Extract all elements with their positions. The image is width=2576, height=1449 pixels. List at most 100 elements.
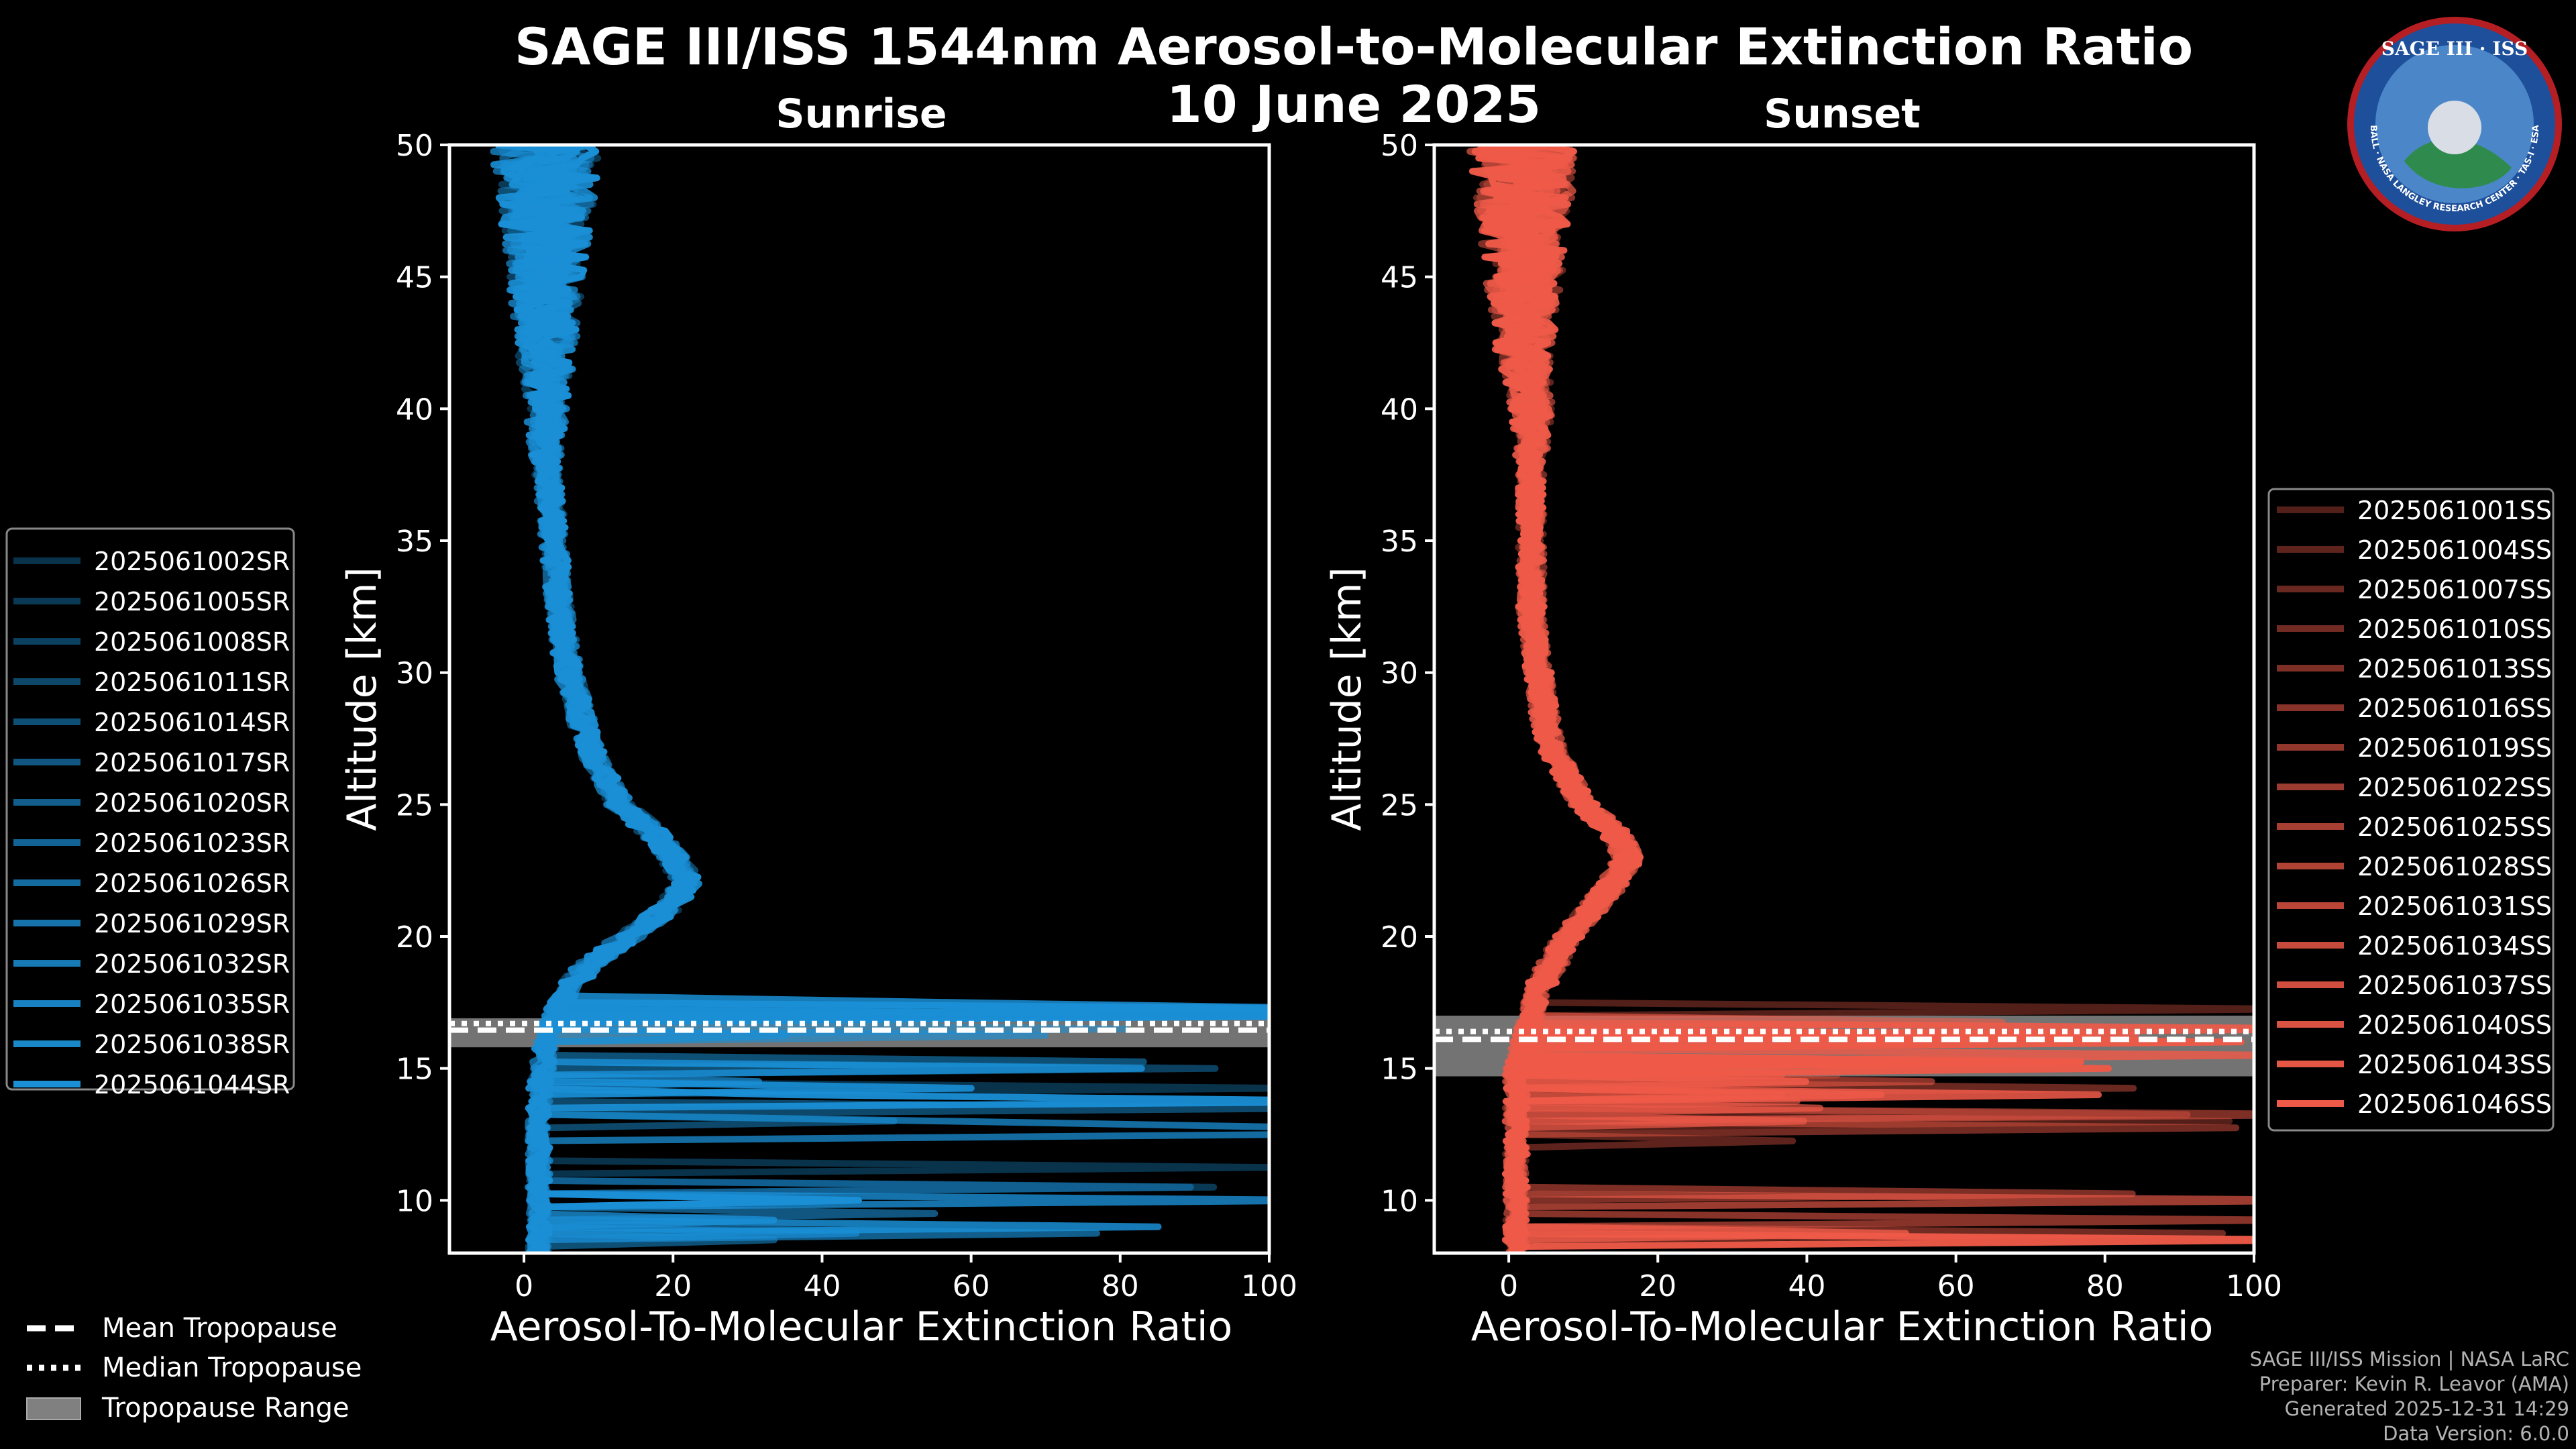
sunset-panel-title: Sunset — [1764, 91, 1921, 138]
footer-preparer: Preparer: Kevin R. Leavor (AMA) — [2259, 1373, 2569, 1395]
sunset-series-lines — [1466, 145, 2254, 1253]
sunrise-x-tick-label: 60 — [953, 1269, 990, 1303]
legend-label-2025061032SR: 2025061032SR — [94, 949, 290, 979]
series-line-2025061046SS — [1483, 145, 2084, 1253]
sunset-plot-frame — [1432, 143, 2256, 1255]
tropopause-legend: Mean Tropopause Median Tropopause Tropop… — [26, 1313, 362, 1424]
sunset-legend: 2025061001SS 2025061004SS 2025061007SS 2025… — [2267, 488, 2555, 1132]
sunrise-x-axis-label: Aerosol-To-Molecular Extinction Ratio — [490, 1303, 1233, 1350]
legend-label-2025061031SS: 2025061031SS — [2357, 892, 2552, 921]
sunrise-panel-title: Sunrise — [775, 91, 947, 138]
sunset-y-tick-label: 35 — [1381, 525, 1418, 559]
sunrise-x-tick-label: 100 — [1241, 1269, 1297, 1303]
legend-label-2025061008SR: 2025061008SR — [94, 627, 290, 657]
sunrise-legend-entries: 2025061002SR 2025061005SR 2025061008SR 2025… — [13, 547, 290, 1099]
sunrise-y-tick-label: 40 — [396, 392, 433, 427]
legend-label-2025061002SR: 2025061002SR — [94, 547, 290, 576]
sunrise-tropopause-lines — [449, 1020, 1269, 1033]
legend-label-2025061025SS: 2025061025SS — [2357, 812, 2552, 842]
sunrise-y-ticks: 10 15 20 25 30 35 40 45 50 — [396, 129, 449, 1218]
sunset-x-tick-label: 100 — [2226, 1269, 2282, 1303]
legend-label-2025061034SS: 2025061034SS — [2357, 931, 2552, 961]
sunset-tropopause-lines — [1434, 1028, 2254, 1042]
sunset-y-axis-label: Altitude [km] — [1324, 567, 1371, 831]
legend-label-2025061005SR: 2025061005SR — [94, 587, 290, 616]
legend-label-2025061004SS: 2025061004SS — [2357, 535, 2552, 565]
sunset-x-axis-label: Aerosol-To-Molecular Extinction Ratio — [1471, 1303, 2214, 1350]
legend-label-2025061016SS: 2025061016SS — [2357, 694, 2552, 723]
legend-label-2025061040SS: 2025061040SS — [2357, 1010, 2552, 1040]
legend-label-2025061010SS: 2025061010SS — [2357, 614, 2552, 644]
legend-tropopause-range-swatch — [26, 1397, 81, 1420]
sunrise-y-tick-label: 25 — [396, 788, 433, 822]
sunset-x-tick-label: 0 — [1499, 1269, 1518, 1303]
legend-tropopause-range-label: Tropopause Range — [101, 1393, 350, 1424]
legend-label-2025061037SS: 2025061037SS — [2357, 971, 2552, 1000]
series-line-2025061044SR — [498, 145, 1269, 1253]
legend-label-2025061026SR: 2025061026SR — [94, 869, 290, 898]
legend-label-2025061020SR: 2025061020SR — [94, 788, 290, 818]
legend-label-2025061023SR: 2025061023SR — [94, 828, 290, 858]
sunset-panel: Sunset 0 20 40 60 80 100 10 15 20 25 30 35 40 45 50 A… — [1324, 91, 2282, 1350]
sunrise-y-tick-label: 30 — [396, 657, 433, 691]
sunset-y-tick-label: 10 — [1381, 1184, 1418, 1218]
sunrise-panel: Sunrise 0 20 40 60 80 100 101520253035404550 … — [339, 91, 1297, 1350]
sunset-legend-box — [2267, 488, 2555, 1132]
sunset-y-tick-label: 25 — [1381, 788, 1418, 822]
legend-label-2025061007SS: 2025061007SS — [2357, 575, 2552, 604]
sunset-x-tick-label: 60 — [1937, 1269, 1975, 1303]
sunset-y-tick-label: 30 — [1381, 657, 1418, 691]
legend-label-2025061019SS: 2025061019SS — [2357, 733, 2552, 763]
sunrise-y-axis-label: Altitude [km] — [339, 567, 386, 831]
sunrise-y-tick-label: 15 — [396, 1053, 433, 1087]
legend-label-2025061029SR: 2025061029SR — [94, 909, 290, 938]
legend-label-2025061011SR: 2025061011SR — [94, 667, 290, 697]
sunrise-y-tick-label: 35 — [396, 525, 433, 559]
sage-iii-iss-logo: SAGE III · ISS BALL · NASA LANGLEY RESEA… — [2347, 17, 2562, 231]
sunset-x-tick-label: 20 — [1639, 1269, 1676, 1303]
sunrise-legend-box — [5, 527, 295, 1091]
sunrise-x-tick-label: 40 — [803, 1269, 841, 1303]
sunset-y-tick-label: 15 — [1381, 1053, 1418, 1087]
legend-label-2025061043SS: 2025061043SS — [2357, 1050, 2552, 1079]
legend-label-2025061013SS: 2025061013SS — [2357, 654, 2552, 684]
sunset-x-tick-label: 40 — [1788, 1269, 1825, 1303]
footer: SAGE III/ISS Mission | NASA LaRC Prepare… — [2250, 1347, 2569, 1446]
footer-generated: Generated 2025-12-31 14:29 — [2284, 1397, 2569, 1420]
legend-label-2025061017SR: 2025061017SR — [94, 748, 290, 777]
sunrise-y-tick-label: 20 — [396, 920, 433, 955]
sunrise-x-ticks: 0 20 40 60 80 100 — [515, 1253, 1297, 1303]
legend-median-tropopause-label: Median Tropopause — [102, 1352, 362, 1383]
series-line-2025061043SS — [1468, 145, 2254, 1253]
chart-subtitle: 10 June 2025 — [1167, 74, 1541, 134]
sunrise-x-tick-label: 0 — [515, 1269, 533, 1303]
legend-label-2025061014SR: 2025061014SR — [94, 708, 290, 737]
chart-title: SAGE III/ISS 1544nm Aerosol-to-Molecular… — [515, 17, 2193, 76]
sunrise-plot-frame — [447, 143, 1271, 1255]
sunset-x-tick-label: 80 — [2086, 1269, 2124, 1303]
footer-version: Data Version: 6.0.0 — [2383, 1422, 2569, 1445]
sunset-y-tick-label: 45 — [1381, 261, 1418, 295]
sunset-y-tick-label: 50 — [1381, 129, 1418, 163]
legend-label-2025061044SR: 2025061044SR — [94, 1070, 290, 1099]
legend-label-2025061038SR: 2025061038SR — [94, 1030, 290, 1059]
sunrise-y-tick-label: 45 — [396, 261, 433, 295]
sunrise-series-lines — [490, 145, 1269, 1253]
sunset-legend-entries: 2025061001SS 2025061004SS 2025061007SS 2025… — [2277, 496, 2552, 1119]
legend-label-2025061035SR: 2025061035SR — [94, 989, 290, 1019]
legend-label-2025061046SS: 2025061046SS — [2357, 1089, 2552, 1119]
sunset-x-ticks: 0 20 40 60 80 100 — [1499, 1253, 2282, 1303]
sunset-y-tick-label: 20 — [1381, 920, 1418, 955]
sunrise-x-tick-label: 20 — [654, 1269, 692, 1303]
sunrise-y-tick-label: 10 — [396, 1184, 433, 1218]
footer-mission: SAGE III/ISS Mission | NASA LaRC — [2249, 1348, 2569, 1371]
sunrise-legend: 2025061002SR 2025061005SR 2025061008SR 2025… — [5, 527, 295, 1099]
logo-title: SAGE III · ISS — [2381, 38, 2528, 60]
legend-label-2025061022SS: 2025061022SS — [2357, 773, 2552, 802]
sunset-y-tick-label: 40 — [1381, 392, 1418, 427]
legend-label-2025061028SS: 2025061028SS — [2357, 852, 2552, 881]
sunrise-x-tick-label: 80 — [1102, 1269, 1139, 1303]
legend-mean-tropopause-label: Mean Tropopause — [102, 1313, 337, 1344]
sunset-y-ticks: 10 15 20 25 30 35 40 45 50 — [1381, 129, 1434, 1218]
